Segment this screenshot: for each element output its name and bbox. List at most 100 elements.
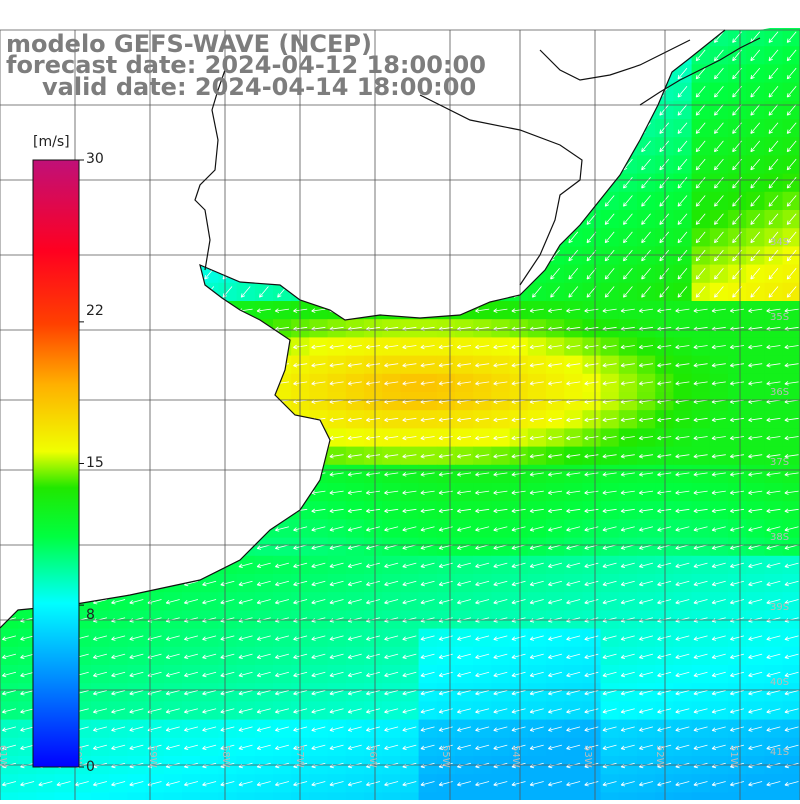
wind-arrow: [220, 362, 235, 368]
wind-arrow: [238, 362, 253, 368]
wind-arrow: [677, 31, 688, 43]
wind-cell: [109, 373, 128, 393]
wind-arrow: [441, 158, 451, 171]
wind-arrow: [1, 417, 17, 423]
wind-arrow: [222, 195, 233, 207]
wind-cell: [236, 155, 256, 175]
wind-cell: [127, 392, 147, 411]
wind-arrow: [259, 268, 269, 280]
wind-arrow: [20, 472, 35, 477]
lon-label: 58W: [220, 745, 231, 768]
wind-cell: [327, 210, 347, 229]
wind-arrow: [204, 122, 215, 134]
wind-cell: [600, 228, 620, 247]
wind-cell: [109, 446, 128, 466]
wind-cell: [473, 282, 492, 302]
wind-arrow: [259, 213, 269, 225]
wind-cell: [127, 137, 147, 156]
wind-arrow: [202, 472, 217, 477]
wind-cell: [618, 191, 638, 211]
wind-cell: [145, 483, 165, 502]
wind-arrow: [623, 177, 633, 189]
wind-arrow: [420, 362, 435, 368]
wind-cell: [200, 373, 219, 393]
wind-arrow: [168, 249, 178, 262]
wind-cell: [691, 119, 711, 138]
wind-arrow: [459, 231, 469, 244]
wind-cell: [327, 137, 347, 156]
wind-arrow: [331, 195, 342, 207]
wind-arrow: [404, 104, 415, 116]
wind-cell: [254, 210, 274, 229]
lon-label: 56W: [367, 745, 378, 768]
wind-arrow: [111, 490, 126, 495]
wind-cell: [127, 555, 147, 575]
wind-arrow: [729, 362, 745, 368]
wind-cell: [91, 373, 110, 393]
wind-cell: [182, 428, 201, 448]
wind-cell: [145, 119, 165, 138]
wind-cell: [0, 792, 19, 800]
wind-arrow: [149, 249, 160, 262]
wind-cell: [218, 410, 238, 429]
wind-arrow: [2, 526, 17, 532]
wind-arrow: [313, 286, 324, 298]
wind-cell: [127, 191, 147, 211]
wind-arrow: [202, 526, 217, 532]
wind-cell: [91, 119, 110, 138]
wind-arrow: [165, 435, 180, 441]
wind-cell: [200, 282, 219, 302]
wind-arrow: [1, 508, 17, 514]
wind-arrow: [477, 177, 488, 189]
wind-cell: [364, 264, 383, 284]
wind-arrow: [240, 268, 251, 280]
wind-arrow: [768, 31, 779, 43]
wind-cell: [564, 210, 583, 229]
wind-cell: [218, 464, 238, 484]
wind-cell: [109, 119, 128, 138]
wind-arrow: [404, 249, 415, 262]
wind-cell: [418, 228, 438, 247]
wind-arrow: [495, 104, 506, 116]
wind-arrow: [365, 308, 381, 313]
wind-cell: [273, 264, 292, 284]
wind-cell: [436, 173, 456, 193]
wind-arrow: [184, 544, 199, 550]
wind-arrow: [386, 140, 397, 153]
wind-cell: [200, 355, 219, 375]
wind-cell: [0, 337, 19, 357]
wind-cell: [673, 264, 693, 284]
wind-arrow: [495, 268, 506, 280]
wind-cell: [0, 282, 19, 302]
wind-cell: [91, 337, 110, 357]
wind-arrow: [513, 49, 524, 62]
wind-arrow: [513, 249, 524, 262]
wind-arrow: [22, 86, 33, 98]
wind-arrow: [786, 31, 797, 43]
wind-cell: [273, 119, 292, 138]
wind-cell: [200, 446, 219, 466]
wind-arrow: [547, 308, 563, 313]
wind-cell: [546, 100, 565, 120]
wind-arrow: [331, 158, 342, 171]
wind-arrow: [256, 435, 271, 441]
wind-cell: [418, 210, 438, 229]
wind-cell: [163, 574, 183, 593]
wind-cell: [436, 119, 456, 138]
wind-arrow: [750, 122, 761, 134]
wind-cell: [509, 191, 529, 211]
wind-arrow: [165, 562, 180, 568]
wind-arrow: [168, 140, 178, 153]
wind-cell: [491, 46, 511, 65]
wind-cell: [728, 173, 747, 193]
wind-arrow: [113, 249, 124, 262]
wind-cell: [709, 64, 729, 84]
wind-cell: [709, 282, 729, 302]
wind-cell: [200, 319, 219, 338]
wind-cell: [382, 191, 401, 211]
wind-cell: [345, 282, 365, 302]
wind-arrow: [22, 268, 33, 280]
brazil-river: [539, 39, 691, 81]
wind-cell: [236, 792, 256, 800]
